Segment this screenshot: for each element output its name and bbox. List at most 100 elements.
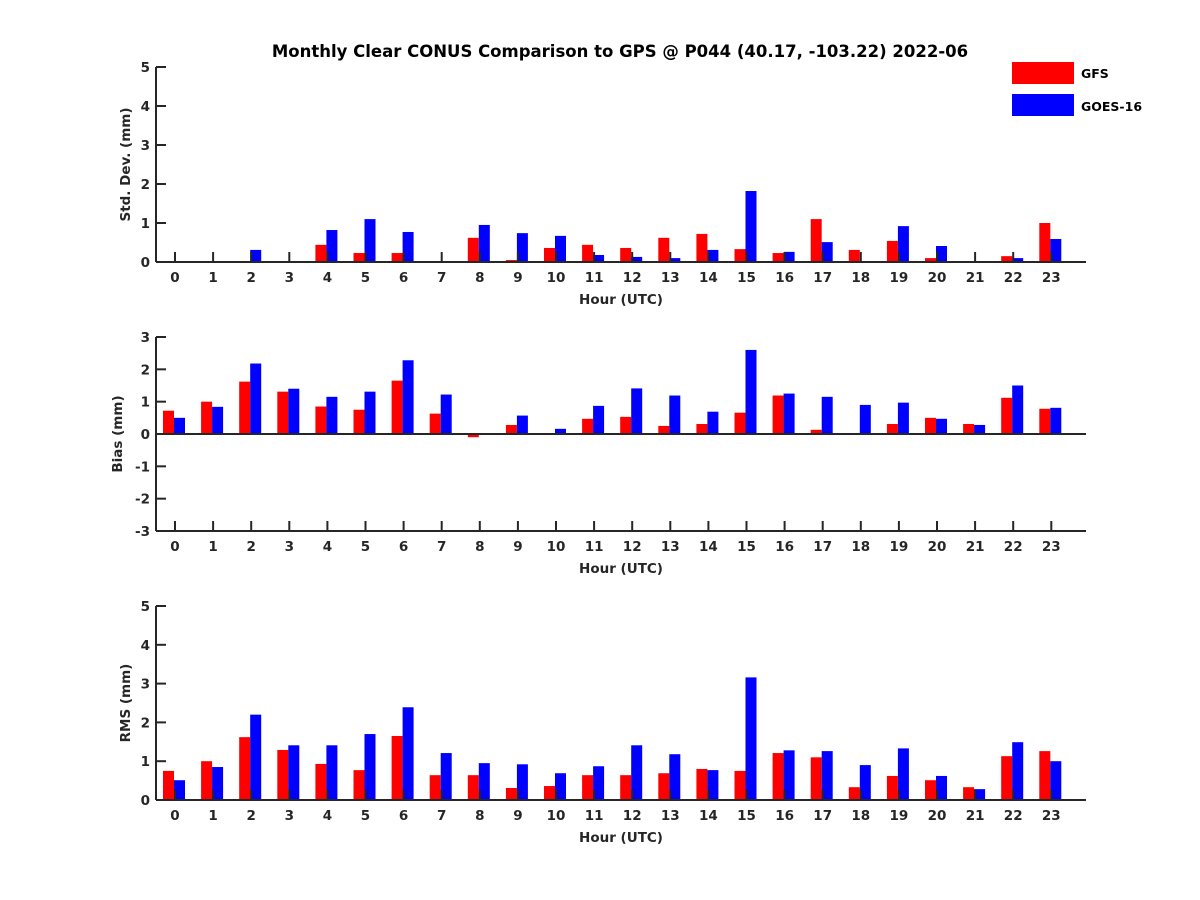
bar-std-gfs-h10 xyxy=(544,247,555,262)
x-tick-label-rms: 20 xyxy=(928,808,947,824)
bar-std-gfs-h4 xyxy=(315,244,327,262)
bar-rms-gfs-h13 xyxy=(658,773,670,800)
bar-rms-goes16-h19 xyxy=(897,748,909,800)
bar-rms-gfs-h17 xyxy=(810,757,822,800)
bar-bias-gfs-h23 xyxy=(1039,408,1051,434)
bar-bias-goes16-h4 xyxy=(326,396,338,434)
bar-rms-goes16-h16 xyxy=(783,750,795,800)
bar-std-gfs-h8 xyxy=(467,237,479,262)
x-tick-label-rms: 11 xyxy=(585,808,604,824)
x-tick-label-std: 23 xyxy=(1042,270,1061,286)
y-tick-label-rms: 2 xyxy=(141,715,150,731)
x-tick-label-std: 15 xyxy=(737,270,756,286)
bar-bias-goes16-h20 xyxy=(936,418,947,434)
bar-rms-gfs-h2 xyxy=(239,737,251,800)
bar-rms-goes16-h17 xyxy=(821,751,833,800)
bar-bias-goes16-h6 xyxy=(402,360,414,434)
legend-swatch-goes16 xyxy=(1012,94,1074,116)
bar-rms-goes16-h2 xyxy=(250,714,262,800)
bar-rms-goes16-h7 xyxy=(440,753,452,800)
bar-std-goes16-h6 xyxy=(402,231,414,262)
x-tick-label-std: 6 xyxy=(399,270,408,286)
x-tick-label-bias: 11 xyxy=(585,539,604,555)
bar-std-gfs-h19 xyxy=(886,240,898,262)
bar-bias-goes16-h12 xyxy=(631,388,643,434)
bar-std-gfs-h12 xyxy=(620,247,632,262)
x-tick-label-std: 4 xyxy=(323,270,332,286)
x-tick-label-std: 14 xyxy=(699,270,718,286)
bar-rms-gfs-h12 xyxy=(620,775,632,800)
bar-bias-gfs-h2 xyxy=(239,381,251,434)
x-tick-label-std: 18 xyxy=(851,270,870,286)
y-tick-label-rms: 0 xyxy=(141,793,150,809)
x-tick-label-bias: 17 xyxy=(813,539,832,555)
x-axis-label-bias: Hour (UTC) xyxy=(579,561,663,577)
x-tick-label-bias: 14 xyxy=(699,539,718,555)
x-tick-label-std: 19 xyxy=(890,270,909,286)
x-tick-label-std: 11 xyxy=(585,270,604,286)
x-tick-label-rms: 5 xyxy=(361,808,370,824)
y-axis-label-bias: Bias (mm) xyxy=(110,395,126,472)
bar-rms-gfs-h10 xyxy=(544,786,555,800)
bar-bias-goes16-h7 xyxy=(440,394,452,434)
bar-std-goes16-h23 xyxy=(1050,238,1062,262)
x-tick-label-rms: 7 xyxy=(437,808,446,824)
x-tick-label-bias: 23 xyxy=(1042,539,1061,555)
y-tick-label-std: 1 xyxy=(141,216,150,232)
bar-std-goes16-h9 xyxy=(516,233,528,262)
x-tick-label-std: 17 xyxy=(813,270,832,286)
x-tick-label-std: 9 xyxy=(513,270,522,286)
bar-std-goes16-h12 xyxy=(631,256,643,262)
bar-rms-goes16-h0 xyxy=(174,780,185,800)
y-tick-label-std: 4 xyxy=(141,99,150,115)
bar-rms-gfs-h8 xyxy=(467,775,479,800)
x-tick-label-rms: 1 xyxy=(208,808,217,824)
bar-bias-gfs-h5 xyxy=(353,409,365,434)
x-tick-label-std: 0 xyxy=(170,270,179,286)
bar-std-goes16-h8 xyxy=(478,224,490,262)
bar-bias-goes16-h5 xyxy=(364,391,376,434)
x-tick-label-bias: 7 xyxy=(437,539,446,555)
bar-bias-gfs-h3 xyxy=(277,391,289,434)
bar-bias-goes16-h15 xyxy=(745,349,757,434)
x-tick-label-std: 16 xyxy=(775,270,794,286)
bar-std-goes16-h20 xyxy=(936,246,947,262)
x-tick-label-bias: 19 xyxy=(890,539,909,555)
bar-bias-goes16-h19 xyxy=(897,402,909,434)
x-axis-label-std: Hour (UTC) xyxy=(579,292,663,308)
y-tick-label-rms: 4 xyxy=(141,638,150,654)
x-tick-label-std: 20 xyxy=(928,270,947,286)
x-tick-label-rms: 4 xyxy=(323,808,332,824)
bar-bias-goes16-h18 xyxy=(859,404,871,434)
bar-rms-goes16-h12 xyxy=(631,745,643,800)
bar-rms-gfs-h16 xyxy=(772,753,784,800)
x-tick-label-std: 8 xyxy=(475,270,484,286)
y-tick-label-rms: 3 xyxy=(141,677,150,693)
y-tick-label-rms: 5 xyxy=(141,599,150,615)
bar-rms-gfs-h9 xyxy=(505,787,517,800)
legend-label-goes16: GOES-16 xyxy=(1081,99,1142,114)
x-tick-label-bias: 9 xyxy=(513,539,522,555)
bar-bias-gfs-h11 xyxy=(582,418,594,434)
bar-std-gfs-h15 xyxy=(734,249,746,262)
bar-rms-goes16-h14 xyxy=(707,770,719,800)
bar-bias-goes16-h11 xyxy=(593,405,605,434)
bar-bias-goes16-h3 xyxy=(288,388,300,434)
x-tick-label-rms: 18 xyxy=(851,808,870,824)
bar-bias-goes16-h0 xyxy=(174,417,185,434)
bar-std-goes16-h17 xyxy=(821,242,833,262)
bar-std-gfs-h5 xyxy=(353,253,365,262)
bar-rms-gfs-h1 xyxy=(201,761,213,800)
x-tick-label-rms: 12 xyxy=(623,808,642,824)
bar-rms-gfs-h19 xyxy=(886,775,898,800)
bar-rms-goes16-h9 xyxy=(516,764,528,800)
bar-bias-gfs-h4 xyxy=(315,406,327,434)
x-tick-label-rms: 9 xyxy=(513,808,522,824)
x-tick-label-std: 21 xyxy=(966,270,985,286)
y-tick-label-bias: -1 xyxy=(135,459,150,475)
bar-std-gfs-h17 xyxy=(810,219,822,262)
bar-rms-gfs-h15 xyxy=(734,770,746,800)
